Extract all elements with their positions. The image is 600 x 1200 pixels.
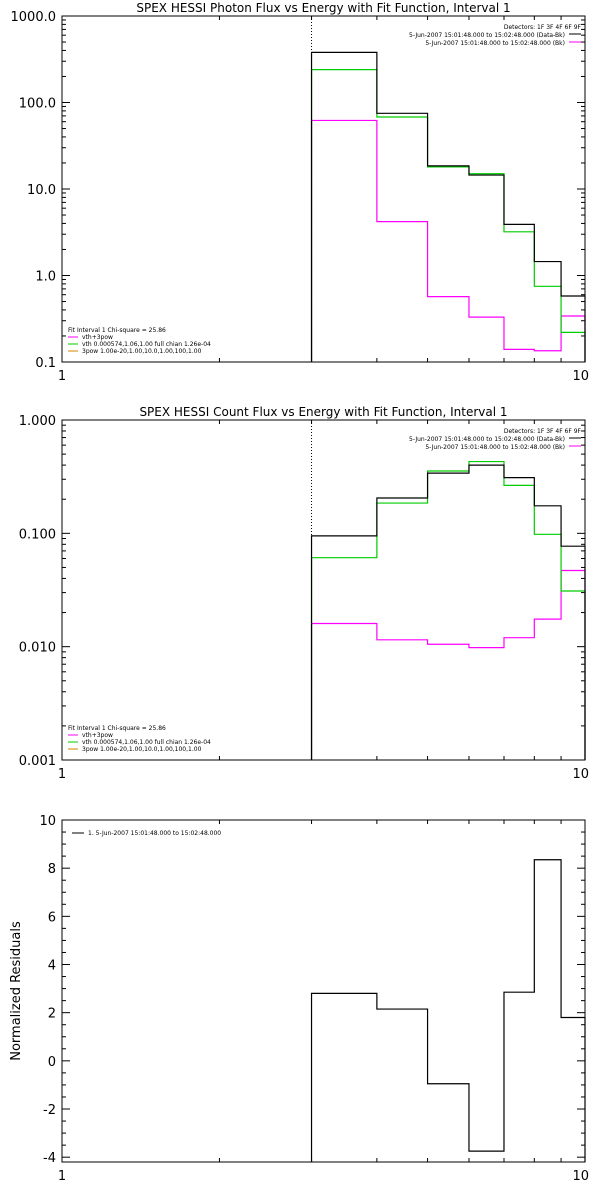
y-tick-label: 2 <box>48 1007 56 1022</box>
series-line-1 <box>310 51 586 362</box>
y-tick-label: 1000.0 <box>11 10 57 25</box>
y-tick-label: 0.001 <box>19 754 56 769</box>
fit-legend-line: vth+3pow <box>82 334 113 341</box>
x-tick-label: 10 <box>572 767 589 782</box>
panel-2: SPEX HESSI Count Flux vs Energy with Fit… <box>19 405 589 782</box>
fit-info-title: Fit Interval 1 Chi-square = 25.86 <box>68 725 166 732</box>
series-line-2 <box>310 69 586 362</box>
legend-header-line: 5-Jun-2007 15:01:48.000 to 15:02:48.000 … <box>425 40 565 47</box>
fit-legend-line: 3pow 1.00e-20,1.00,10.0,1.00,100,1.00 <box>82 746 202 753</box>
y-tick-label: 0.1 <box>35 356 56 371</box>
y-tick-label: 10 <box>39 814 56 829</box>
panel-3: 1 10 -4 -2 0 2 4 6 8 10 Normalized Residuals 1. 5-J… <box>9 814 589 1184</box>
y-tick-label: 10.0 <box>27 183 56 198</box>
y-tick-label: 1.000 <box>19 414 56 429</box>
y-tick-label: 1.0 <box>35 270 56 285</box>
fit-legend-line: 3pow 1.00e-20,1.00,10.0,1.00,100,1.00 <box>82 348 202 355</box>
x-tick-label: 10 <box>572 1169 589 1184</box>
y-axis-label: Normalized Residuals <box>9 921 24 1061</box>
y-tick-label: 100.0 <box>19 97 56 112</box>
fit-legend-line: vth+3pow <box>82 732 113 739</box>
series-line-3 <box>310 119 586 362</box>
x-tick-label: 10 <box>572 369 589 384</box>
series-line-1 <box>310 859 586 1162</box>
y-tick-label: 0.100 <box>19 527 56 542</box>
legend-header-line: 5-Jun-2007 15:01:48.000 to 15:02:48.000 … <box>409 32 565 39</box>
y-tick-label: -2 <box>43 1103 56 1118</box>
y-tick-label: 0 <box>48 1055 56 1070</box>
panel-1: SPEX HESSI Photon Flux vs Energy with Fi… <box>11 1 590 384</box>
chart-title: SPEX HESSI Count Flux vs Energy with Fit… <box>139 405 507 419</box>
y-tick-label: -4 <box>43 1151 56 1166</box>
x-tick-label: 1 <box>58 767 66 782</box>
plot-frame <box>61 819 586 1163</box>
y-tick-label: 6 <box>48 910 56 925</box>
legend-header-line: 5-Jun-2007 15:01:48.000 to 15:02:48.000 … <box>409 436 565 443</box>
legend-entry: 1. 5-Jun-2007 15:01:48.000 to 15:02:48.0… <box>88 830 221 837</box>
fit-info-title: Fit Interval 1 Chi-square = 25.86 <box>68 327 166 334</box>
fit-legend-line: vth 0.000574,1.06,1.00 full chian 1.26e-… <box>82 739 211 746</box>
plot-frame <box>61 419 586 761</box>
legend-header-line: Detectors: 1F 3F 4F 6F 9F <box>504 24 582 31</box>
y-tick-label: 4 <box>48 959 56 974</box>
x-tick-label: 1 <box>58 1169 66 1184</box>
legend-header-line: 5-Jun-2007 15:01:48.000 to 15:02:48.000 … <box>425 444 565 451</box>
plot-frame <box>61 15 586 363</box>
legend-header-line: Detectors: 1F 3F 4F 6F 9F <box>504 428 582 435</box>
y-tick-label: 0.010 <box>19 641 56 656</box>
series-line-3 <box>310 569 586 760</box>
x-tick-label: 1 <box>58 369 66 384</box>
fit-legend-line: vth 0.000574,1.06,1.00 full chian 1.26e-… <box>82 341 211 348</box>
series-line-1 <box>310 464 586 760</box>
y-tick-label: 8 <box>48 862 56 877</box>
chart-title: SPEX HESSI Photon Flux vs Energy with Fi… <box>136 1 510 15</box>
